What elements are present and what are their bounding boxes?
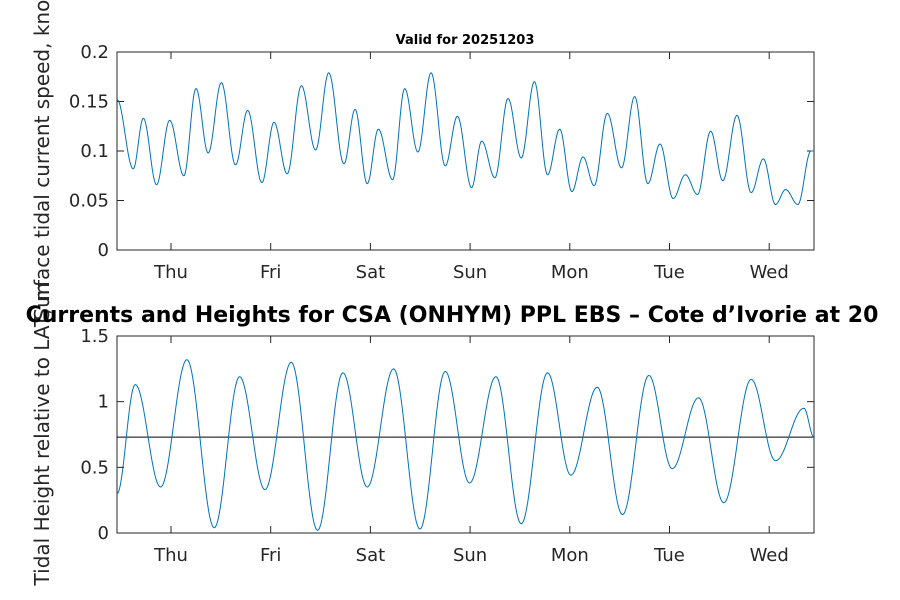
tidal-height-x-tick-label: Tue (653, 545, 685, 566)
tidal-height-y-tick-label: 1.5 (80, 326, 109, 347)
current-speed-plot-area (116, 51, 815, 251)
tidal-height-ylabel: Tidal Height relative to LAT, m (30, 283, 54, 587)
current-speed-y-tick-label: 0.2 (80, 42, 109, 63)
tidal-height-x-tick-label: Fri (260, 545, 281, 566)
tidal-height-chart: Thu Fri Sat Sun Mon Tue Wed 0 0.5 1 1.5 Tidal Hei… (26, 283, 879, 587)
current-speed-chart: Valid for 20251203 Surface tidal current… (30, 0, 815, 321)
tidal-height-y-ticks: 0 0.5 1 1.5 (80, 326, 814, 544)
tidal-height-x-ticks: Thu Fri Sat Sun Mon Tue Wed (153, 336, 789, 566)
tidal-height-y-tick-label: 0.5 (80, 457, 109, 478)
current-speed-x-tick-label: Thu (153, 262, 188, 283)
tidal-height-y-tick-label: 0 (98, 523, 109, 544)
tidal-height-x-tick-label: Sun (453, 545, 487, 566)
current-speed-x-tick-label: Mon (551, 262, 589, 283)
current-speed-x-tick-label: Sat (356, 262, 386, 283)
current-speed-x-tick-label: Wed (750, 262, 789, 283)
current-speed-title: Valid for 20251203 (396, 33, 535, 48)
current-speed-x-tick-label: Sun (453, 262, 487, 283)
tidal-height-x-tick-label: Sat (356, 545, 386, 566)
current-speed-y-tick-label: 0.1 (80, 141, 109, 162)
tidal-height-title: Currents and Heights for CSA (ONHYM) PPL… (26, 303, 879, 328)
current-speed-y-tick-label: 0.15 (69, 92, 109, 113)
current-speed-x-tick-label: Fri (260, 262, 281, 283)
current-speed-x-tick-label: Tue (653, 262, 685, 283)
tidal-height-series-line (116, 359, 815, 531)
tidal-height-plot-area (116, 335, 815, 534)
current-speed-y-ticks: 0 0.05 0.1 0.15 0.2 (69, 42, 814, 261)
tidal-height-x-tick-label: Wed (750, 545, 789, 566)
current-speed-series-line (116, 72, 814, 205)
current-speed-y-tick-label: 0.05 (69, 191, 109, 212)
tidal-height-x-tick-label: Thu (153, 545, 188, 566)
current-speed-y-tick-label: 0 (98, 240, 109, 261)
tidal-height-x-tick-label: Mon (551, 545, 589, 566)
current-speed-ylabel: Surface tidal current speed, knots (30, 0, 54, 321)
current-speed-x-ticks: Thu Fri Sat Sun Mon Tue Wed (153, 52, 789, 283)
tidal-height-y-tick-label: 1 (98, 392, 109, 413)
